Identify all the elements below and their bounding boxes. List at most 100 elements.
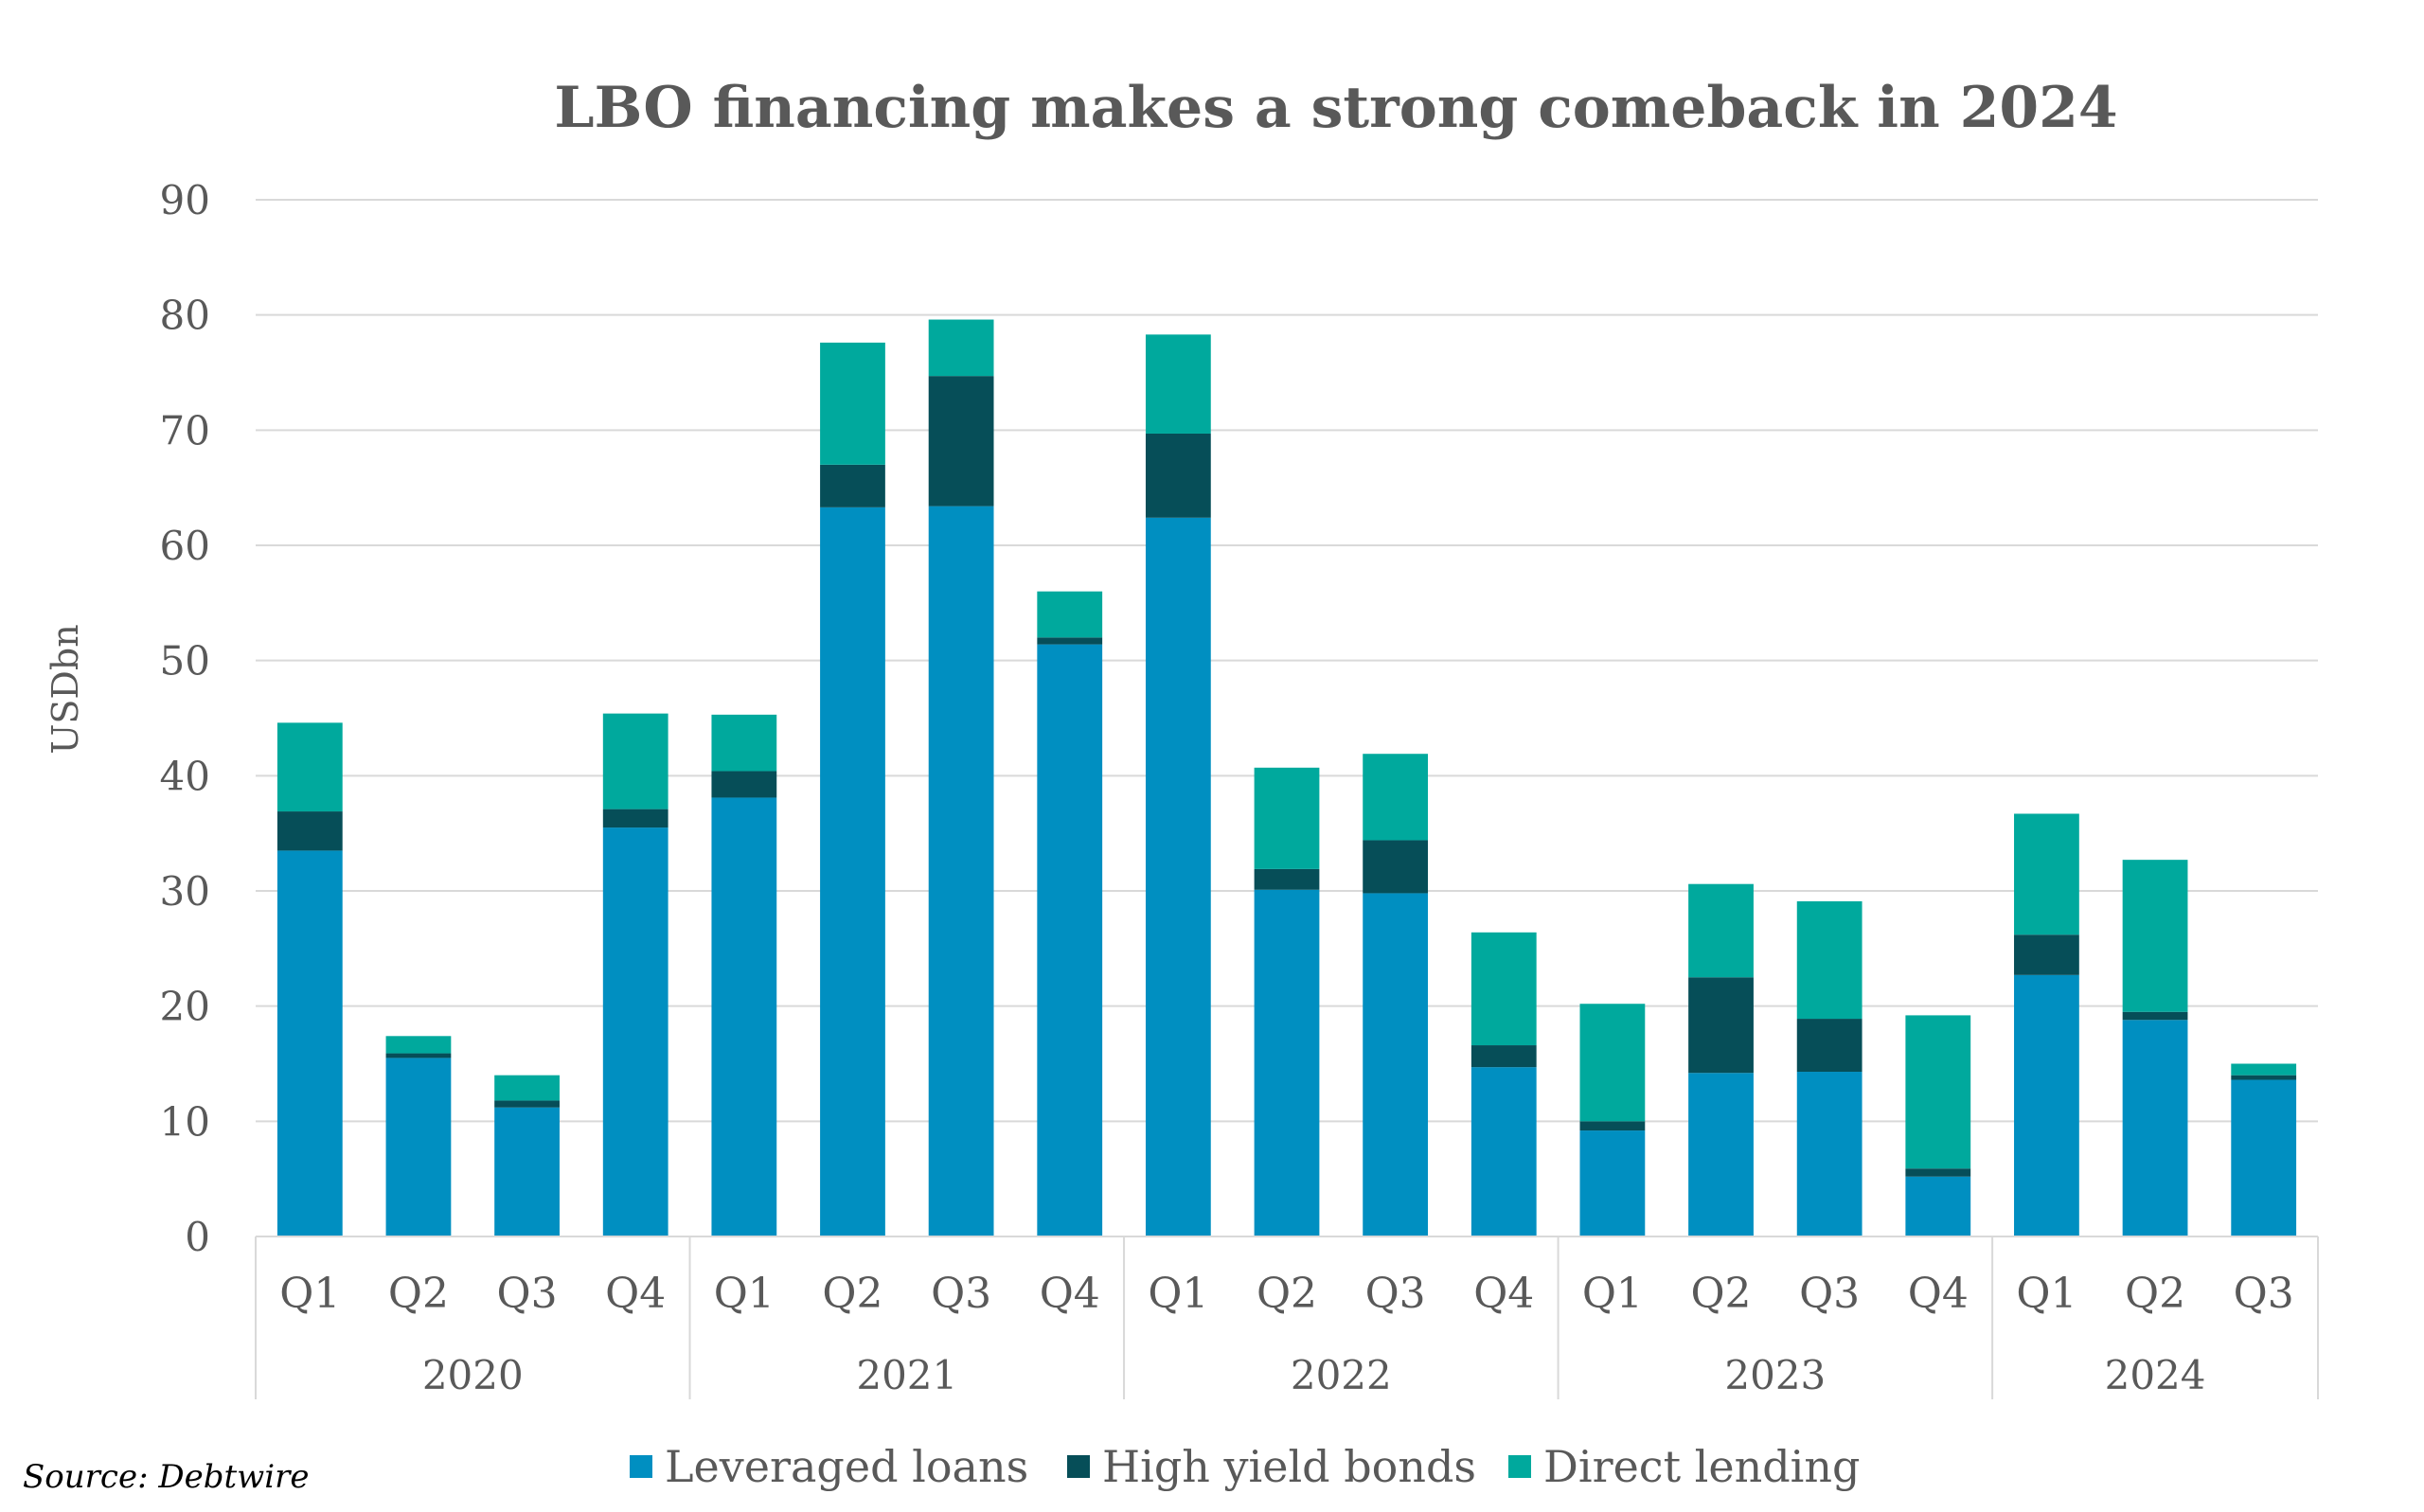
x-tick-label: Q3 bbox=[497, 1270, 558, 1318]
y-tick-label: 20 bbox=[160, 984, 210, 1030]
bar-segment-high-yield-bonds bbox=[1579, 1121, 1646, 1131]
bar-segment-direct-lending bbox=[820, 342, 885, 465]
x-tick-label: Q1 bbox=[1148, 1270, 1208, 1318]
bar-segment-high-yield-bonds bbox=[1037, 637, 1103, 645]
bar-segment-leveraged-loans bbox=[602, 827, 668, 1236]
x-tick-label: Q3 bbox=[2234, 1270, 2294, 1318]
bar-segment-direct-lending bbox=[928, 319, 994, 377]
year-label: 2024 bbox=[2105, 1352, 2206, 1398]
bar-segment-leveraged-loans bbox=[1579, 1130, 1646, 1236]
x-tick-label: Q2 bbox=[1257, 1270, 1317, 1318]
x-tick-label: Q4 bbox=[1473, 1270, 1534, 1318]
chart-title: LBO financing makes a strong comeback in… bbox=[554, 75, 2117, 141]
bar-segment-direct-lending bbox=[494, 1075, 560, 1101]
bar-segment-direct-lending bbox=[711, 714, 777, 772]
bar-segment-leveraged-loans bbox=[1470, 1067, 1537, 1236]
legend-swatch bbox=[1067, 1455, 1090, 1478]
gridlines bbox=[256, 199, 2318, 1123]
bar-segment-leveraged-loans bbox=[1363, 893, 1429, 1236]
bar-segment-high-yield-bonds bbox=[820, 464, 885, 507]
x-tick-label: Q1 bbox=[1582, 1270, 1643, 1318]
bar-segment-high-yield-bonds bbox=[1688, 977, 1754, 1074]
x-tick-label: Q4 bbox=[605, 1270, 666, 1318]
y-tick-label: 50 bbox=[160, 638, 210, 685]
legend-label: High yield bonds bbox=[1102, 1441, 1476, 1492]
bar-segment-high-yield-bonds bbox=[602, 809, 668, 828]
legend-swatch bbox=[1508, 1455, 1531, 1478]
bar-segment-leveraged-loans bbox=[385, 1058, 452, 1236]
y-tick-label: 30 bbox=[160, 868, 210, 915]
bar-segment-leveraged-loans bbox=[1905, 1176, 1971, 1236]
bar-segment-leveraged-loans bbox=[711, 797, 777, 1236]
bar-segment-direct-lending bbox=[2122, 860, 2188, 1012]
bar-segment-leveraged-loans bbox=[2122, 1020, 2188, 1236]
x-tick-label: Q1 bbox=[2016, 1270, 2076, 1318]
x-tick-label: Q4 bbox=[1908, 1270, 1969, 1318]
legend-label: Leveraged loans bbox=[665, 1441, 1028, 1492]
bar-segment-direct-lending bbox=[1254, 767, 1320, 869]
year-label: 2023 bbox=[1724, 1352, 1826, 1398]
x-tick-label: Q2 bbox=[2125, 1270, 2185, 1318]
y-tick-label: 60 bbox=[160, 523, 210, 569]
bar-segment-leveraged-loans bbox=[494, 1107, 560, 1236]
bar-segment-direct-lending bbox=[602, 713, 668, 809]
bar-segment-high-yield-bonds bbox=[1470, 1045, 1537, 1068]
bar-segment-direct-lending bbox=[1688, 883, 1754, 978]
bar-segment-leveraged-loans bbox=[1037, 644, 1103, 1236]
legend-swatch bbox=[630, 1455, 652, 1478]
bar-segment-high-yield-bonds bbox=[276, 811, 343, 851]
x-tick-label: Q2 bbox=[388, 1270, 449, 1318]
year-label: 2020 bbox=[422, 1352, 524, 1398]
bar-segment-direct-lending bbox=[1037, 591, 1103, 638]
bar-segment-direct-lending bbox=[385, 1036, 452, 1054]
bar-segment-high-yield-bonds bbox=[494, 1100, 560, 1108]
bar-segment-high-yield-bonds bbox=[1905, 1168, 1971, 1177]
bar-segment-direct-lending bbox=[1796, 900, 1863, 1020]
source-note: Source: Debtwire bbox=[23, 1458, 310, 1496]
bar-segment-direct-lending bbox=[1905, 1015, 1971, 1169]
y-axis-label: USDbn bbox=[45, 624, 86, 754]
x-tick-label: Q1 bbox=[714, 1270, 775, 1318]
x-tick-label: Q2 bbox=[1690, 1270, 1751, 1318]
year-label: 2022 bbox=[1291, 1352, 1392, 1398]
bar-segment-leveraged-loans bbox=[1688, 1073, 1754, 1236]
bar-segment-direct-lending bbox=[1145, 334, 1211, 434]
y-tick-label: 80 bbox=[160, 293, 210, 339]
bar-segment-high-yield-bonds bbox=[2122, 1011, 2188, 1021]
bar-segment-high-yield-bonds bbox=[1254, 868, 1320, 890]
x-tick-label: Q3 bbox=[931, 1270, 991, 1318]
y-tick-label: 70 bbox=[160, 407, 210, 454]
x-tick-label: Q3 bbox=[1365, 1270, 1426, 1318]
bar-segment-leveraged-loans bbox=[928, 506, 994, 1236]
bar-segment-high-yield-bonds bbox=[928, 376, 994, 507]
bar-segment-leveraged-loans bbox=[1145, 517, 1211, 1236]
legend: Leveraged loans High yield bonds Direct le… bbox=[630, 1441, 1860, 1492]
legend-label: Direct lending bbox=[1543, 1441, 1860, 1492]
bar-segment-direct-lending bbox=[276, 722, 343, 812]
bar-segment-leveraged-loans bbox=[1254, 889, 1320, 1236]
year-label: 2021 bbox=[856, 1352, 957, 1398]
bar-segment-direct-lending bbox=[1579, 1004, 1646, 1122]
y-tick-label: 40 bbox=[160, 753, 210, 799]
bars bbox=[276, 319, 2297, 1236]
bar-segment-leveraged-loans bbox=[1796, 1072, 1863, 1236]
bar-segment-direct-lending bbox=[2231, 1063, 2297, 1076]
bar-segment-high-yield-bonds bbox=[2231, 1075, 2297, 1080]
axes: 0 10 20 30 40 50 60 70 80 90 Q1 Q2 Q3 Q4 Q1 Q2 Q3 Q4 Q1 Q2 Q… bbox=[160, 177, 2319, 1399]
bar-segment-leveraged-loans bbox=[276, 850, 343, 1236]
bar-segment-high-yield-bonds bbox=[385, 1053, 452, 1058]
bar-segment-leveraged-loans bbox=[820, 507, 885, 1236]
bar-segment-direct-lending bbox=[1363, 754, 1429, 841]
bar-segment-direct-lending bbox=[2014, 813, 2079, 935]
bar-segment-high-yield-bonds bbox=[1363, 840, 1429, 894]
bar-segment-leveraged-loans bbox=[2014, 974, 2079, 1236]
bar-segment-high-yield-bonds bbox=[1796, 1019, 1863, 1073]
bar-segment-leveraged-loans bbox=[2231, 1079, 2297, 1236]
bar-segment-high-yield-bonds bbox=[1145, 433, 1211, 518]
y-tick-label: 90 bbox=[160, 177, 210, 223]
bar-segment-high-yield-bonds bbox=[2014, 934, 2079, 975]
y-tick-label: 0 bbox=[185, 1214, 210, 1260]
bar-segment-high-yield-bonds bbox=[711, 771, 777, 798]
